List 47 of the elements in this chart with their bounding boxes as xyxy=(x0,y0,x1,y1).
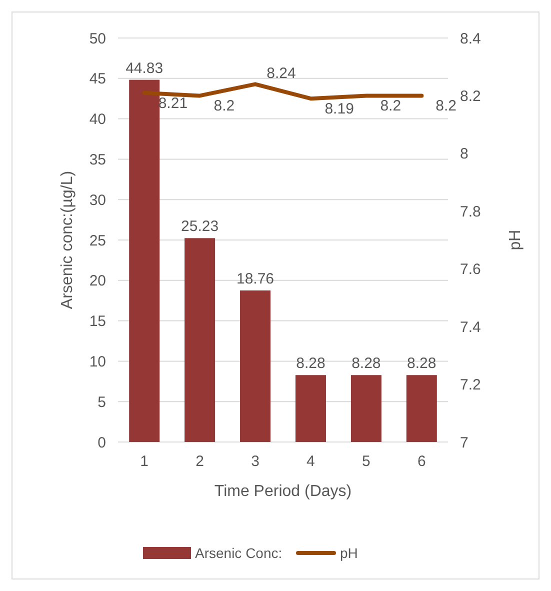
x-axis-title: Time Period (Days) xyxy=(214,483,352,500)
y-tick-label: 40 xyxy=(89,111,106,128)
x-tick-label: 1 xyxy=(140,453,149,470)
data-label: 8.2 xyxy=(436,98,457,115)
legend-label: pH xyxy=(340,544,358,561)
data-label: 8.24 xyxy=(266,65,296,82)
x-tick-label: 5 xyxy=(362,453,370,470)
y-tick-label: 35 xyxy=(89,151,106,168)
data-label: 8.19 xyxy=(324,100,354,118)
bar xyxy=(406,375,437,442)
y2-tick-label: 7.8 xyxy=(460,203,481,220)
data-label: 8.2 xyxy=(380,98,402,115)
y2-tick-label: 8 xyxy=(460,146,468,163)
bar xyxy=(129,80,160,442)
y-tick-label: 25 xyxy=(89,232,106,250)
y-axis-title: Arsenic conc:(µg/L) xyxy=(59,170,76,310)
data-label: 8.28 xyxy=(352,355,381,372)
data-label: 8.28 xyxy=(296,355,326,372)
y-tick-label: 30 xyxy=(89,192,106,209)
y2-tick-label: 7.2 xyxy=(460,376,481,394)
x-tick-label: 4 xyxy=(306,453,315,470)
data-label: 18.76 xyxy=(236,270,274,288)
y-tick-label: 0 xyxy=(98,434,106,452)
data-label: 8.28 xyxy=(407,355,436,372)
x-tick-label: 3 xyxy=(251,453,260,470)
y2-tick-label: 7.4 xyxy=(460,318,481,336)
y-tick-label: 45 xyxy=(89,70,106,88)
y2-tick-label: 8.2 xyxy=(460,88,481,105)
y2-tick-label: 7 xyxy=(460,434,468,452)
x-tick-label: 6 xyxy=(417,453,426,470)
bar xyxy=(295,375,326,442)
bar xyxy=(240,290,271,442)
y-tick-label: 50 xyxy=(89,30,106,48)
data-label: 25.23 xyxy=(181,218,219,236)
legend-label: Arsenic Conc: xyxy=(195,544,282,561)
data-label: 8.2 xyxy=(214,98,235,115)
data-label: 44.83 xyxy=(126,60,164,77)
x-tick-label: 2 xyxy=(196,453,204,470)
y-tick-label: 15 xyxy=(89,313,106,330)
y2-axis-title: pH xyxy=(507,230,524,250)
y2-tick-label: 7.6 xyxy=(460,261,481,278)
y-tick-label: 5 xyxy=(98,394,106,411)
bar xyxy=(184,238,216,442)
y-tick-label: 20 xyxy=(89,272,106,290)
bar xyxy=(350,375,382,442)
y2-tick-label: 8.4 xyxy=(460,30,481,48)
y-tick-label: 10 xyxy=(89,353,106,370)
